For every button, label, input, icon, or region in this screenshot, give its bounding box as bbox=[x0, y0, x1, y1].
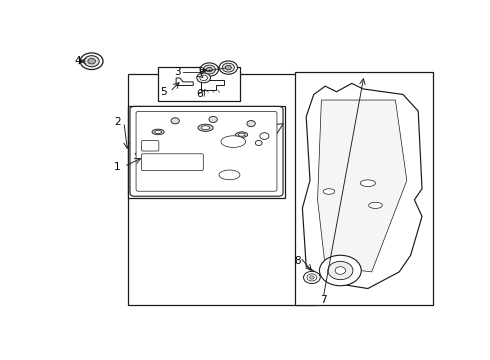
FancyBboxPatch shape bbox=[130, 107, 283, 196]
Text: 8: 8 bbox=[294, 256, 301, 266]
Polygon shape bbox=[244, 123, 283, 161]
Polygon shape bbox=[318, 100, 407, 272]
Text: 5: 5 bbox=[160, 87, 167, 97]
Circle shape bbox=[310, 276, 314, 279]
Polygon shape bbox=[143, 121, 276, 157]
Polygon shape bbox=[172, 110, 276, 121]
Circle shape bbox=[84, 56, 99, 67]
Ellipse shape bbox=[219, 170, 240, 180]
Circle shape bbox=[203, 65, 216, 74]
Circle shape bbox=[200, 75, 207, 81]
Circle shape bbox=[88, 58, 96, 64]
Text: 1: 1 bbox=[114, 162, 121, 172]
Text: 7: 7 bbox=[320, 296, 327, 305]
Circle shape bbox=[206, 67, 212, 72]
Circle shape bbox=[255, 140, 262, 145]
Circle shape bbox=[197, 73, 211, 83]
Polygon shape bbox=[135, 120, 173, 159]
Ellipse shape bbox=[323, 189, 335, 194]
Polygon shape bbox=[302, 84, 422, 288]
Ellipse shape bbox=[155, 130, 161, 134]
Ellipse shape bbox=[368, 202, 382, 208]
Circle shape bbox=[335, 267, 345, 274]
Ellipse shape bbox=[360, 180, 375, 186]
Circle shape bbox=[303, 271, 320, 284]
Circle shape bbox=[209, 116, 218, 122]
Ellipse shape bbox=[152, 129, 164, 135]
Circle shape bbox=[307, 274, 317, 281]
Ellipse shape bbox=[236, 132, 248, 138]
Text: 3: 3 bbox=[174, 67, 180, 77]
Text: 4: 4 bbox=[74, 56, 81, 66]
Polygon shape bbox=[176, 78, 193, 85]
Ellipse shape bbox=[198, 124, 213, 131]
Text: 2: 2 bbox=[114, 117, 121, 127]
Circle shape bbox=[222, 63, 234, 72]
FancyBboxPatch shape bbox=[142, 140, 159, 151]
Polygon shape bbox=[150, 126, 268, 154]
Bar bbox=[158, 67, 240, 102]
Polygon shape bbox=[201, 80, 223, 90]
Ellipse shape bbox=[201, 126, 210, 130]
Bar bbox=[295, 72, 434, 305]
Circle shape bbox=[171, 118, 179, 124]
Text: 6: 6 bbox=[196, 90, 203, 99]
Circle shape bbox=[80, 53, 103, 69]
FancyBboxPatch shape bbox=[136, 111, 277, 191]
Circle shape bbox=[219, 61, 238, 74]
Circle shape bbox=[328, 261, 353, 280]
FancyBboxPatch shape bbox=[142, 154, 203, 170]
Circle shape bbox=[225, 66, 231, 70]
Ellipse shape bbox=[221, 136, 245, 148]
Circle shape bbox=[200, 63, 219, 76]
Circle shape bbox=[319, 255, 361, 286]
Circle shape bbox=[260, 133, 269, 139]
Ellipse shape bbox=[238, 133, 245, 136]
Bar bbox=[128, 105, 285, 198]
Bar bbox=[128, 74, 316, 305]
Circle shape bbox=[247, 121, 255, 127]
